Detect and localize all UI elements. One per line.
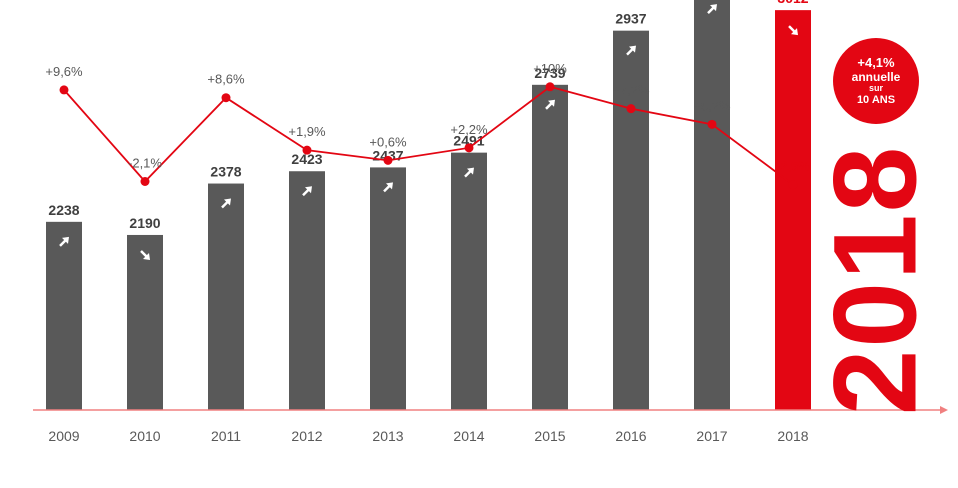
x-tick-label-2015: 2015 bbox=[534, 428, 565, 444]
arrow-up-right-icon bbox=[59, 236, 69, 247]
badge-on: sur bbox=[868, 82, 883, 93]
x-tick-label-2018: 2018 bbox=[777, 428, 808, 444]
x-tick-label-2011: 2011 bbox=[211, 428, 241, 444]
growth-label-2011: +8,6% bbox=[207, 72, 245, 87]
arrow-down-right-icon bbox=[140, 250, 150, 260]
growth-label-2010: -2,1% bbox=[128, 156, 162, 171]
bar-2018 bbox=[775, 10, 811, 410]
x-tick-label-2012: 2012 bbox=[291, 428, 322, 444]
arrow-up-right-icon bbox=[707, 4, 717, 14]
growth-point-2016 bbox=[626, 104, 636, 114]
growth-label-2015: +10% bbox=[533, 61, 567, 76]
bar-2010 bbox=[127, 234, 163, 410]
growth-label-2013: +0,6% bbox=[369, 134, 407, 149]
growth-labels-group: +9,6% -2,1% +8,6% +1,9% +0,6% +2,2% +10% +7,2% +… bbox=[45, 61, 810, 174]
arrow-up-right-icon bbox=[545, 99, 555, 110]
growth-point-2012 bbox=[302, 145, 312, 155]
growth-label-2018: -2,5% bbox=[776, 159, 810, 174]
growth-label-2012: +1,9% bbox=[288, 124, 326, 139]
year-highlight: 2018 bbox=[790, 145, 958, 416]
x-tick-label-2013: 2013 bbox=[372, 428, 403, 444]
growth-label-2016: +7,2% bbox=[612, 83, 650, 98]
badge-annual: annuelle bbox=[851, 69, 901, 84]
growth-label-2014: +2,2% bbox=[450, 122, 488, 137]
arrow-down-right-icon bbox=[788, 25, 798, 36]
growth-line-group bbox=[59, 82, 798, 190]
bar-2013 bbox=[370, 167, 406, 410]
bar-2015 bbox=[532, 84, 568, 410]
bar-2014 bbox=[451, 152, 487, 410]
bar-2016 bbox=[613, 30, 649, 411]
x-tick-label-2014: 2014 bbox=[453, 428, 484, 444]
annual-growth-badge: +4,1% annuelle sur 10 ANS bbox=[833, 38, 919, 124]
trend-arrows-group bbox=[59, 4, 798, 260]
badge-rate: +4,1% bbox=[857, 55, 895, 71]
value-label-2015: 2739 bbox=[534, 65, 565, 81]
bar-2017 bbox=[694, 0, 730, 411]
growth-point-2015 bbox=[545, 82, 555, 92]
x-axis-arrowhead bbox=[940, 406, 948, 414]
bar-2012 bbox=[289, 171, 325, 410]
growth-point-2013 bbox=[383, 155, 393, 165]
value-label-2014: 2491 bbox=[453, 133, 484, 149]
arrow-up-right-icon bbox=[221, 198, 231, 209]
x-tick-label-2016: 2016 bbox=[615, 428, 646, 444]
arrow-up-right-icon bbox=[383, 182, 393, 193]
growth-label-2017: +5,2% bbox=[693, 98, 731, 113]
growth-point-2017 bbox=[707, 119, 717, 129]
value-label-2010: 2190 bbox=[129, 215, 160, 231]
x-tick-label-2010: 2010 bbox=[129, 428, 160, 444]
x-axis: 2009 2010 2011 2012 2013 2014 2015 2016 2017 2018 bbox=[33, 406, 948, 444]
arrow-up-right-icon bbox=[626, 45, 636, 56]
value-label-2018: 3012 bbox=[777, 0, 808, 6]
value-label-2009: 2238 bbox=[48, 202, 79, 218]
value-label-2012: 2423 bbox=[291, 151, 322, 167]
growth-label-2009: +9,6% bbox=[45, 64, 83, 79]
growth-point-2011 bbox=[221, 93, 231, 103]
growth-point-2010 bbox=[140, 177, 150, 186]
year-highlight-text: 2018 bbox=[809, 144, 942, 416]
growth-point-2014 bbox=[464, 143, 474, 153]
bar-2009 bbox=[46, 221, 82, 410]
growth-point-2018 bbox=[788, 180, 798, 190]
value-label-2011: 2378 bbox=[210, 164, 241, 180]
arrow-up-right-icon bbox=[464, 167, 474, 178]
badge-period: 10 ANS bbox=[856, 93, 896, 106]
bar-2011 bbox=[208, 183, 244, 410]
x-tick-label-2017: 2017 bbox=[696, 428, 727, 444]
growth-point-2009 bbox=[59, 85, 69, 95]
bars-group bbox=[46, 0, 811, 411]
x-tick-label-2009: 2009 bbox=[48, 428, 79, 444]
growth-line bbox=[63, 85, 794, 186]
value-label-2016: 2937 bbox=[615, 11, 646, 27]
arrow-up-right-icon bbox=[302, 186, 312, 197]
